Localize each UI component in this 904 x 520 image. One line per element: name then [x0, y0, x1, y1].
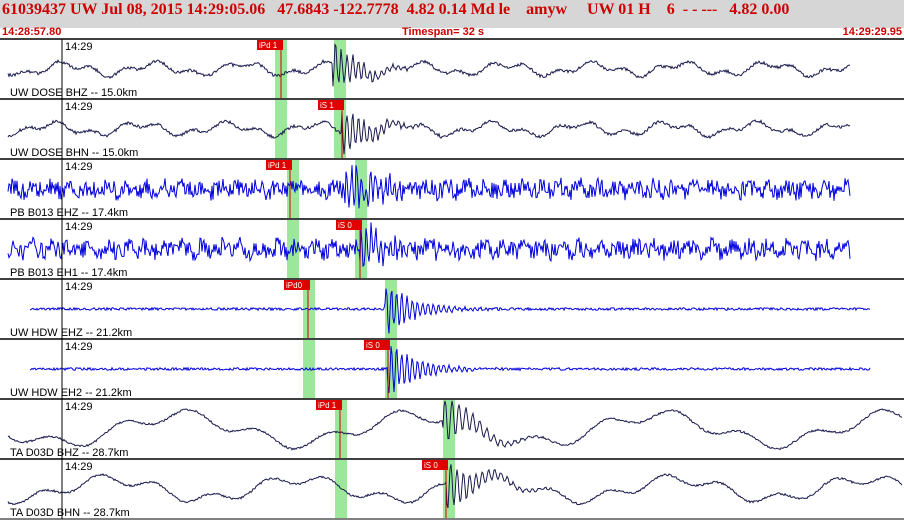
pick-label: iPd 1 [318, 401, 337, 410]
station-label: TA D03D BHN -- 28.7km [10, 507, 130, 519]
waveform-trace[interactable] [29, 288, 871, 334]
pick-label-box [316, 400, 342, 410]
pick-label-box [422, 460, 448, 470]
time-tick-label: 14:29 [65, 41, 93, 53]
time-tick-label: 14:29 [65, 461, 93, 473]
end-time: 14:29:29.95 [842, 26, 902, 38]
p-window [335, 400, 347, 458]
time-tick-label: 14:29 [65, 281, 93, 293]
station-label: PB B013 EHZ -- 17.4km [10, 207, 128, 219]
waveform-trace[interactable] [7, 222, 851, 268]
time-tick-label: 14:29 [65, 161, 93, 173]
waveform-trace[interactable] [7, 464, 903, 509]
p-window [303, 280, 315, 338]
start-time: 14:28:57.80 [2, 26, 62, 38]
s-window [355, 160, 367, 218]
pick-label-box [364, 340, 390, 350]
station-label: TA D03D BHZ -- 28.7km [10, 447, 128, 459]
pick-label: iS 0 [338, 221, 352, 230]
waveform-trace[interactable] [29, 346, 871, 393]
p-window [275, 100, 287, 158]
station-label: UW DOSE BHN -- 15.0km [10, 147, 138, 159]
timespan: Timespan= 32 s [402, 26, 485, 38]
pick-label-box [336, 220, 362, 230]
time-tick-label: 14:29 [65, 341, 93, 353]
station-label: PB B013 EH1 -- 17.4km [10, 267, 127, 279]
pick-label: iS 0 [366, 341, 380, 350]
pick-label-box [284, 280, 310, 290]
event-summary: 61039437 UW Jul 08, 2015 14:29:05.06 47.… [2, 1, 790, 18]
time-tick-label: 14:29 [65, 401, 93, 413]
station-label: UW HDW EHZ -- 21.2km [10, 327, 132, 339]
station-label: UW HDW EH2 -- 21.2km [10, 387, 132, 399]
waveform-trace[interactable] [7, 43, 851, 87]
time-tick-label: 14:29 [65, 101, 93, 113]
pick-label-box [257, 40, 283, 50]
time-tick-label: 14:29 [65, 221, 93, 233]
pick-label: iPd0 [286, 281, 303, 290]
waveform-trace[interactable] [7, 111, 851, 155]
waveform-trace[interactable] [7, 165, 851, 209]
station-label: UW DOSE BHZ -- 15.0km [10, 87, 137, 99]
pick-label-box [266, 160, 292, 170]
pick-label: iPd 1 [259, 41, 278, 50]
event-header: 61039437 UW Jul 08, 2015 14:29:05.06 47.… [0, 0, 904, 28]
pick-label-box [318, 100, 344, 110]
pick-label: iS 0 [424, 461, 438, 470]
waveform-trace[interactable] [7, 400, 903, 451]
pick-label: iPd 1 [268, 161, 287, 170]
pick-label: iS 1 [320, 101, 334, 110]
